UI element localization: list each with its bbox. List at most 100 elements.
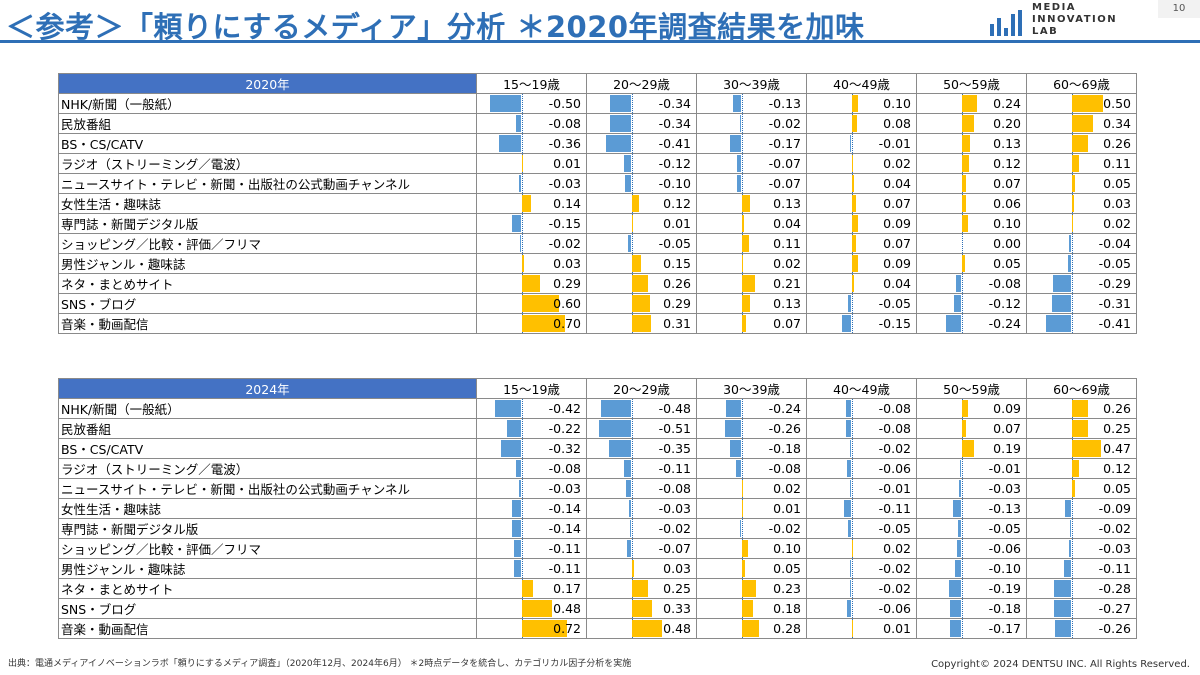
table-row: 民放番組 -0.08 -0.34 -0.02 0.08 0.20 0.34	[58, 113, 1137, 134]
value-label: 0.70	[553, 316, 581, 331]
value-label: -0.15	[878, 316, 911, 331]
value-cell: -0.08	[696, 458, 807, 479]
positive-bar	[742, 580, 757, 597]
negative-bar	[516, 115, 521, 132]
value-label: -0.41	[1098, 316, 1131, 331]
positive-bar	[962, 155, 970, 172]
value-cell: -0.09	[1026, 498, 1137, 519]
value-cell: 0.10	[696, 538, 807, 559]
value-label: -0.15	[548, 216, 581, 231]
value-label: -0.02	[768, 116, 801, 131]
negative-bar	[730, 135, 741, 152]
value-label: 0.60	[553, 296, 581, 311]
negative-bar	[946, 315, 961, 332]
positive-bar	[742, 620, 760, 637]
zero-axis	[632, 174, 633, 193]
value-label: -0.36	[548, 136, 581, 151]
zero-axis	[1072, 314, 1073, 333]
value-label: 0.72	[553, 621, 581, 636]
value-cell: -0.03	[1026, 538, 1137, 559]
value-label: -0.02	[878, 441, 911, 456]
value-cell: 0.10	[806, 93, 917, 114]
value-label: -0.24	[988, 316, 1021, 331]
value-cell: 0.50	[1026, 93, 1137, 114]
age-column-header: 15〜19歳	[476, 378, 587, 399]
positive-bar	[1072, 95, 1103, 112]
value-label: 0.48	[663, 621, 691, 636]
age-column-header: 30〜39歳	[696, 378, 807, 399]
positive-bar	[852, 195, 857, 212]
value-cell: 0.48	[586, 618, 697, 639]
value-cell: -0.32	[476, 438, 587, 459]
media-label: BS・CS/CATV	[58, 133, 477, 154]
negative-bar	[841, 315, 851, 332]
value-cell: -0.26	[1026, 618, 1137, 639]
value-label: -0.02	[878, 581, 911, 596]
value-cell: -0.11	[806, 498, 917, 519]
value-cell: -0.03	[916, 478, 1027, 499]
value-cell: -0.02	[696, 113, 807, 134]
value-cell: -0.11	[1026, 558, 1137, 579]
value-label: -0.05	[878, 521, 911, 536]
value-label: 0.33	[663, 601, 691, 616]
zero-axis	[852, 419, 853, 438]
positive-bar	[522, 580, 533, 597]
value-label: 0.26	[1103, 136, 1131, 151]
value-label: -0.02	[768, 521, 801, 536]
value-cell: -0.02	[1026, 518, 1137, 539]
value-cell: -0.08	[806, 398, 917, 419]
value-cell: 0.23	[696, 578, 807, 599]
positive-bar	[1072, 115, 1094, 132]
negative-bar	[1069, 540, 1071, 557]
value-cell: -0.24	[916, 313, 1027, 334]
positive-bar	[1072, 400, 1089, 417]
table-row: ニュースサイト・テレビ・新聞・出版社の公式動画チャンネル -0.03 -0.10 -0…	[58, 173, 1137, 194]
media-label: 女性生活・趣味誌	[58, 193, 477, 214]
value-cell: 0.05	[916, 253, 1027, 274]
zero-axis	[632, 479, 633, 498]
value-cell: 0.72	[476, 618, 587, 639]
age-column-header: 60〜69歳	[1026, 73, 1137, 94]
value-label: -0.35	[658, 441, 691, 456]
negative-bar	[1064, 560, 1071, 577]
value-label: -0.11	[548, 561, 581, 576]
value-cell: 0.02	[696, 253, 807, 274]
value-cell: 0.29	[476, 273, 587, 294]
age-column-header: 20〜29歳	[586, 378, 697, 399]
logo-bars-icon	[990, 10, 1024, 36]
value-label: -0.26	[1098, 621, 1131, 636]
value-label: -0.02	[548, 236, 581, 251]
value-label: -0.50	[548, 96, 581, 111]
media-label: 男性ジャンル・趣味誌	[58, 558, 477, 579]
value-cell: 0.12	[586, 193, 697, 214]
negative-bar	[959, 480, 961, 497]
table-2020: 2020年 15〜19歳 20〜29歳 30〜39歳 40〜49歳 50〜59歳 60〜69…	[58, 73, 1137, 334]
value-cell: -0.14	[476, 518, 587, 539]
zero-axis	[962, 539, 963, 558]
zero-axis	[522, 214, 523, 233]
table-row: 専門誌・新聞デジタル版 -0.14 -0.02 -0.02 -0.05 -0.05 -0.0…	[58, 518, 1137, 539]
positive-bar	[632, 620, 662, 637]
value-cell: -0.03	[476, 478, 587, 499]
zero-axis	[852, 459, 853, 478]
value-cell: 0.13	[916, 133, 1027, 154]
value-cell: -0.04	[1026, 233, 1137, 254]
negative-bar	[601, 400, 631, 417]
zero-axis	[1072, 519, 1073, 538]
value-label: -0.12	[988, 296, 1021, 311]
age-column-header: 40〜49歳	[806, 378, 917, 399]
positive-bar	[852, 255, 858, 272]
zero-axis	[1072, 274, 1073, 293]
value-cell: 0.05	[1026, 478, 1137, 499]
value-label: 0.07	[883, 236, 911, 251]
zero-axis	[632, 499, 633, 518]
value-cell: -0.48	[586, 398, 697, 419]
negative-bar	[949, 580, 961, 597]
positive-bar	[522, 275, 540, 292]
value-label: 0.34	[1103, 116, 1131, 131]
negative-bar	[1065, 500, 1071, 517]
media-label: BS・CS/CATV	[58, 438, 477, 459]
positive-bar	[742, 275, 756, 292]
negative-bar	[729, 440, 741, 457]
positive-bar	[962, 420, 967, 437]
